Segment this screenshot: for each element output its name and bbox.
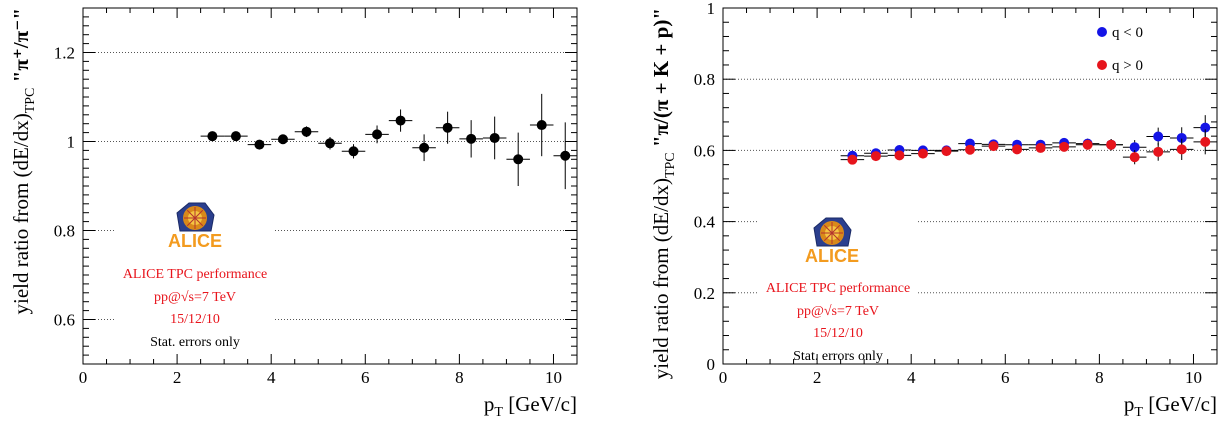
legend-marker <box>1097 60 1107 70</box>
legend-label: q < 0 <box>1112 25 1143 41</box>
data-point <box>870 151 881 162</box>
data-point <box>513 154 524 165</box>
data-point <box>442 122 453 133</box>
annotation-logo-ray <box>823 232 833 242</box>
data-point <box>536 120 547 131</box>
data-point <box>419 142 430 153</box>
errors-note: Stat. errors only <box>150 335 240 350</box>
data-point <box>1129 142 1140 153</box>
data-point <box>207 131 218 142</box>
data-point <box>965 144 975 155</box>
y-tick-label: 0.4 <box>694 213 716 232</box>
data-point <box>301 126 312 137</box>
series-ratio <box>200 93 577 190</box>
data-point <box>466 133 477 144</box>
data-point <box>372 129 383 140</box>
date-label: 15/12/10 <box>170 312 220 327</box>
data-point <box>1129 152 1140 163</box>
annotation-logo-ray <box>831 232 841 242</box>
y-tick-label: 1 <box>707 0 716 18</box>
legend: q < 0 q > 0 <box>1097 25 1143 74</box>
x-tick-label: 0 <box>79 368 88 387</box>
data-point <box>277 134 288 145</box>
data-point <box>847 154 858 165</box>
x-tick-label: 2 <box>173 368 182 387</box>
series-q0 <box>840 129 1217 165</box>
x-tick-label: 6 <box>1001 368 1010 387</box>
data-point <box>894 150 905 161</box>
annotation-logo-ray <box>831 224 841 234</box>
data-point <box>917 148 928 159</box>
chart-left: 0 2 4 6 8 10 0.6 0.8 1 1.2 pT [GeV/c] yield ratio f… <box>9 7 578 420</box>
y-tick-label: 0.2 <box>694 284 715 303</box>
data-point <box>1176 144 1187 155</box>
data-point <box>1153 146 1164 157</box>
data-point <box>348 146 359 157</box>
x-tick-label: 10 <box>545 368 562 387</box>
performance-label: ALICE TPC performance <box>766 281 910 296</box>
data-point <box>1059 141 1070 152</box>
x-tick-label: 0 <box>719 368 728 387</box>
annotation-logo-ray <box>186 209 196 219</box>
collision-label: pp@√s=7 TeV <box>797 304 879 319</box>
data-point <box>1153 131 1164 142</box>
performance-annotation: ALICE ALICE TPC performance pp@√s=7 TeV 15/… <box>758 212 918 364</box>
annotation-alice-logo: ALICE <box>805 217 859 266</box>
data-point <box>988 141 999 152</box>
x-tick-label: 2 <box>813 368 822 387</box>
plot-frame <box>722 7 1218 365</box>
y-axis-title: yield ratio from (dE/dx)TPC "π/(π + K + … <box>649 8 678 379</box>
annotation-logo-ray <box>823 224 833 234</box>
collision-label: pp@√s=7 TeV <box>154 290 236 305</box>
x-axis-title: pT [GeV/c] <box>1124 392 1217 420</box>
data-point <box>230 131 241 142</box>
legend-label: q > 0 <box>1112 58 1143 74</box>
data-point <box>941 146 952 157</box>
annotation-logo-ray <box>186 217 196 227</box>
x-tick-label: 8 <box>1095 368 1104 387</box>
annotation-logo-ray <box>194 217 204 227</box>
y-tick-label: 0.6 <box>54 311 75 330</box>
data-point <box>254 139 265 150</box>
data-point <box>1082 139 1093 150</box>
legend-marker <box>1097 27 1107 37</box>
x-tick-label: 4 <box>907 368 916 387</box>
data-point <box>395 115 406 126</box>
x-tick-label: 10 <box>1185 368 1202 387</box>
data-point <box>560 150 571 161</box>
x-tick-label: 8 <box>455 368 464 387</box>
chart-right: 0 2 4 6 8 10 0 0.2 0.4 0.6 0.8 1 pT [GeV/c] yield rat… <box>649 0 1218 420</box>
errors-note: Stat. errors only <box>793 349 883 364</box>
y-tick-label: 1 <box>67 133 76 152</box>
data-point <box>1035 142 1046 153</box>
data-point <box>1200 136 1211 147</box>
x-tick-label: 4 <box>267 368 276 387</box>
data-point <box>1176 132 1187 143</box>
y-tick-label: 0.8 <box>694 70 715 89</box>
annotation-alice-logo: ALICE <box>168 202 222 251</box>
date-label: 15/12/10 <box>813 326 863 341</box>
y-axis-title: yield ratio from (dE/dx)TPC "π⁺/π⁻" <box>9 8 38 314</box>
data-point <box>489 132 500 143</box>
data-point <box>1200 122 1211 133</box>
y-tick-label: 1.2 <box>54 44 75 63</box>
performance-annotation: ALICE ALICE TPC performance pp@√s=7 TeV 15/… <box>115 197 275 350</box>
data-point <box>1012 144 1023 155</box>
y-tick-label: 0 <box>707 355 716 374</box>
performance-label: ALICE TPC performance <box>123 267 267 282</box>
annotation-logo-text: ALICE <box>805 246 859 266</box>
data-point <box>1106 139 1117 150</box>
y-tick-label: 0.8 <box>54 222 75 241</box>
x-tick-label: 6 <box>361 368 370 387</box>
x-axis-title: pT [GeV/c] <box>484 392 577 420</box>
annotation-logo-ray <box>194 209 204 219</box>
annotation-logo-text: ALICE <box>168 231 222 251</box>
data-point <box>325 138 335 149</box>
y-tick-label: 0.6 <box>694 141 715 160</box>
